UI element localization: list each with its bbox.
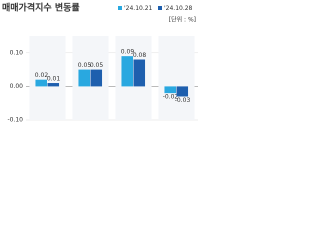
legend-swatch [118,6,122,10]
value-label: 0.05 [90,62,104,69]
value-label: -0.02 [163,94,179,101]
y-tick-label: 0.00 [10,83,24,90]
chart-title: 매매가격지수 변동률 [2,2,80,14]
legend-swatch [158,6,162,10]
bar [176,86,189,97]
bar [164,86,176,94]
legend-label: '24.10.21 [124,5,153,12]
group-bg [158,36,195,120]
bar [47,83,60,87]
y-tick-label: 0.10 [10,49,24,56]
bar [35,79,47,87]
unit-label: [단위 : %] [169,16,196,24]
bar [78,69,90,87]
value-label: 0.08 [133,52,147,59]
chart: 매매가격지수 변동률 [단위 : %] '24.10.21 '24.10.28 -0… [2,2,198,124]
bar [121,56,133,87]
legend-label: '24.10.28 [164,5,193,12]
group-bg [29,36,66,120]
value-label: -0.03 [175,97,191,104]
bar [90,69,103,87]
value-label: 0.05 [78,62,92,69]
y-tick-label: -0.10 [7,117,23,124]
value-label: 0.09 [121,49,135,56]
bar [133,59,146,87]
value-label: 0.02 [35,72,49,79]
value-label: 0.01 [47,76,61,83]
